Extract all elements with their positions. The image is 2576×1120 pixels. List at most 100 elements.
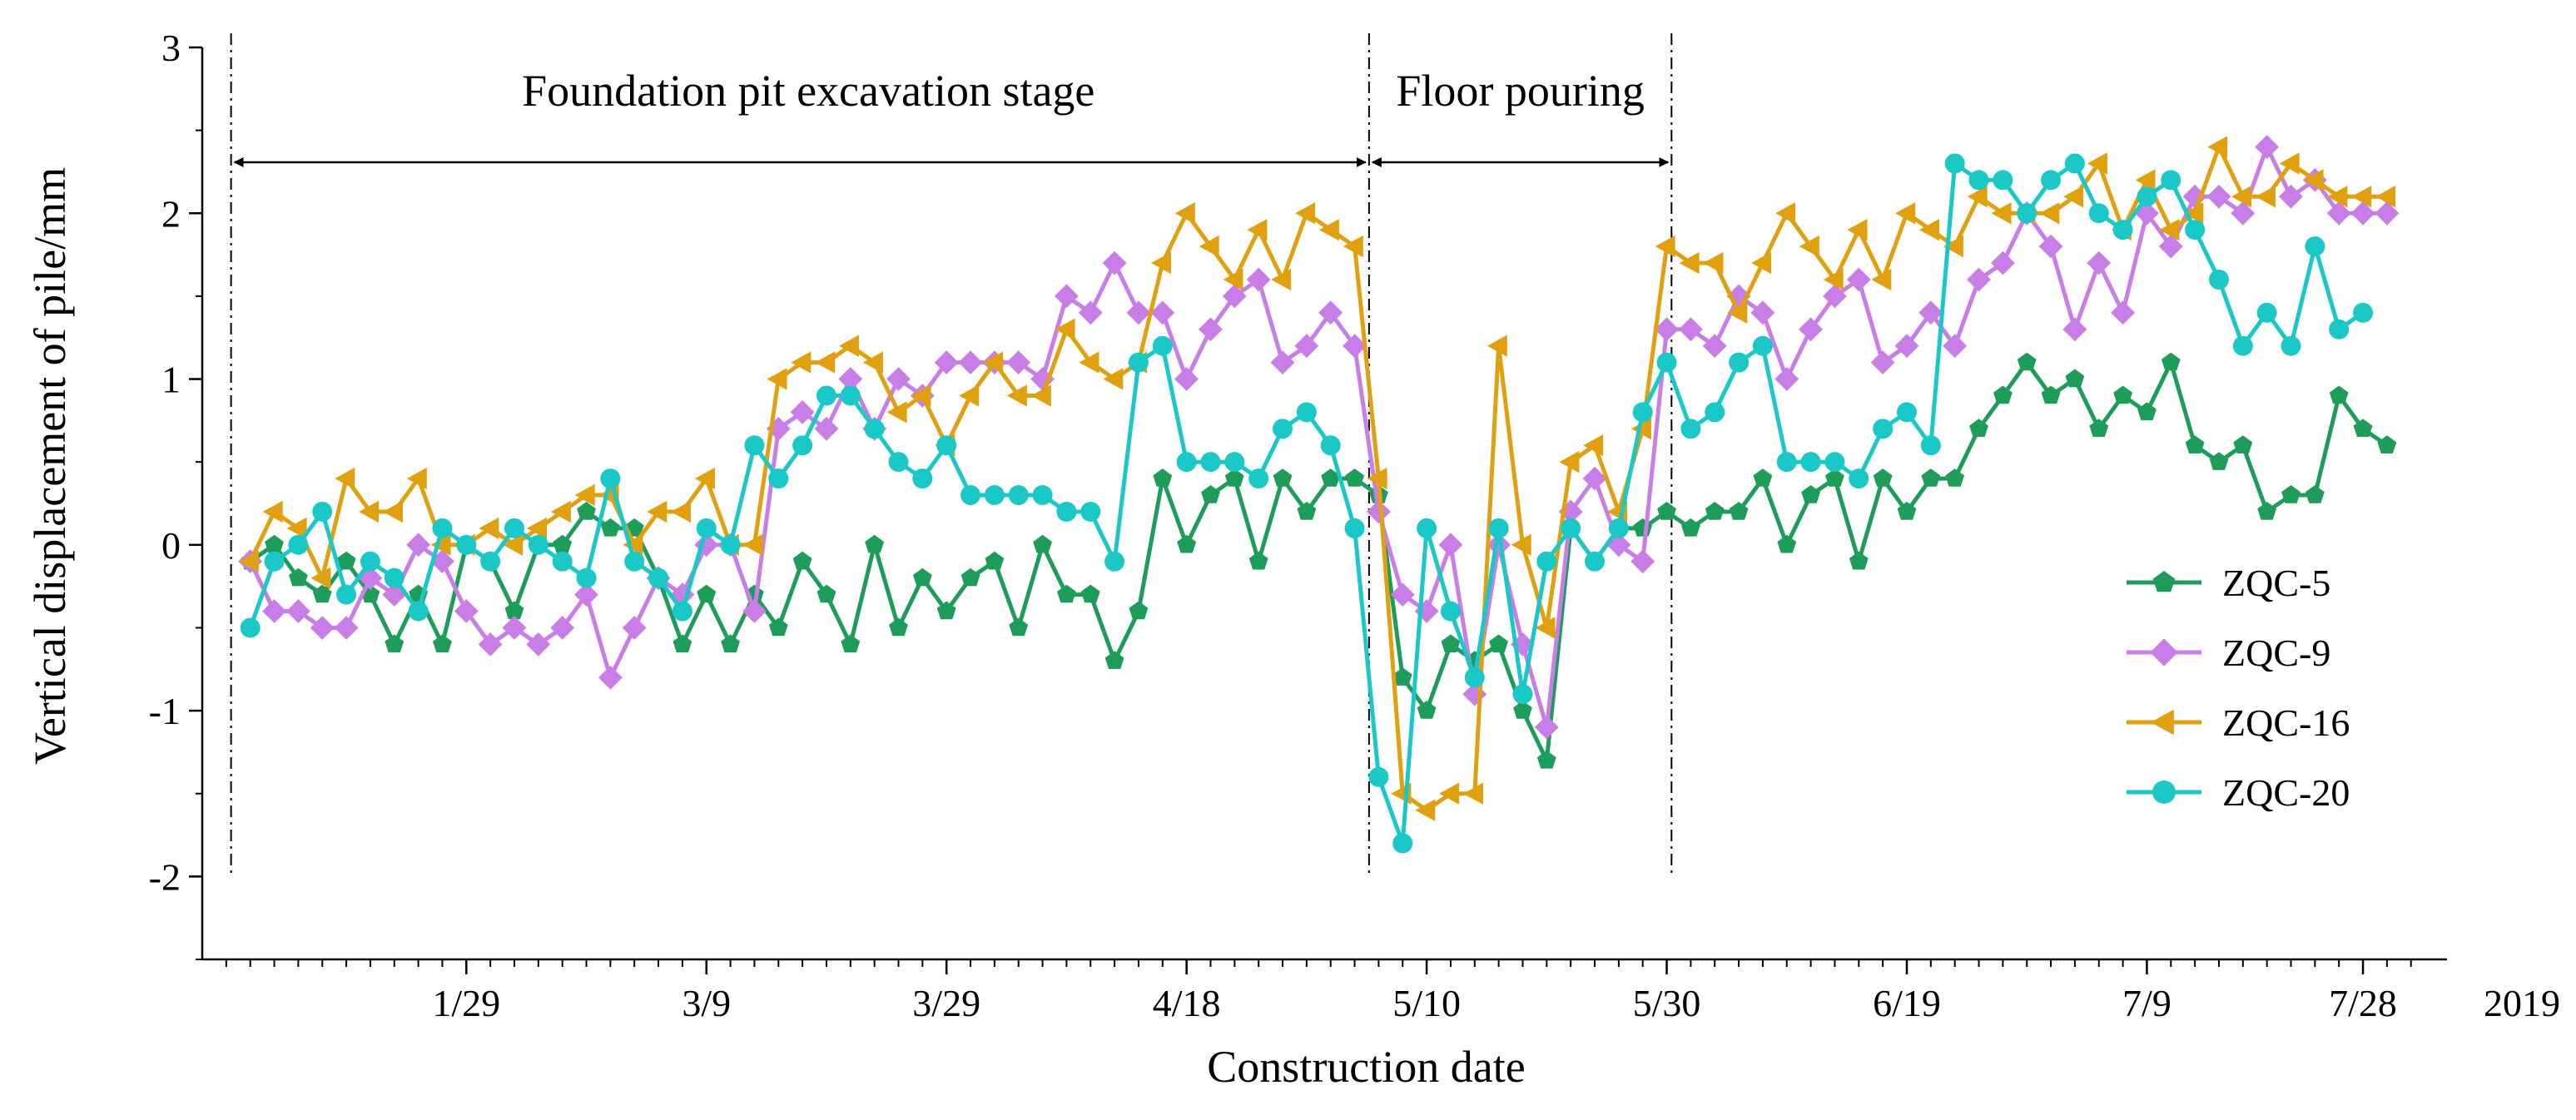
data-point [286, 517, 307, 540]
data-point [1873, 468, 1893, 487]
x-tick-label: 5/10 [1392, 982, 1461, 1024]
data-point [1894, 334, 1919, 359]
x-tick-label: 7/9 [2122, 982, 2171, 1024]
data-point [289, 567, 308, 587]
data-point [1680, 419, 1701, 439]
stage-annotations: Foundation pit excavation stage Floor pou… [233, 66, 1670, 167]
data-point [504, 518, 524, 538]
x-tick-label: 7/28 [2329, 982, 2397, 1024]
data-point [1488, 518, 1509, 538]
data-point [2089, 419, 2109, 437]
data-point [721, 634, 740, 653]
data-point [528, 534, 548, 555]
data-point [1921, 468, 1941, 487]
data-point [1870, 350, 1895, 374]
data-point [1993, 385, 2013, 404]
data-point [1414, 599, 1439, 623]
data-point [2350, 201, 2375, 225]
data-point [1295, 202, 1316, 225]
data-point [574, 582, 598, 607]
data-point [1344, 518, 1365, 538]
data-point [1681, 518, 1700, 537]
series-line [248, 145, 2387, 730]
data-point [2329, 385, 2349, 404]
data-point [526, 632, 551, 657]
data-point [1415, 799, 1436, 821]
data-point [1247, 219, 1268, 241]
data-point [2256, 302, 2277, 323]
data-point [696, 518, 717, 538]
data-point [406, 467, 427, 490]
x-tick-label: 5/30 [1633, 982, 1701, 1024]
data-point [2062, 317, 2087, 342]
data-point [2161, 352, 2181, 371]
data-point [2232, 335, 2253, 356]
data-point [768, 617, 788, 637]
data-point [1656, 352, 1677, 373]
data-point [1535, 617, 1556, 639]
data-point [1030, 384, 1051, 407]
data-point [936, 601, 956, 620]
data-point [1606, 533, 1631, 558]
data-point [959, 384, 980, 407]
data-point [1608, 518, 1629, 538]
data-point [2231, 186, 2251, 208]
data-point [456, 534, 477, 555]
data-point [697, 584, 717, 603]
data-point [1897, 502, 1917, 520]
data-point [550, 616, 575, 640]
data-point [310, 567, 331, 589]
axes: -2 -1 0 1 2 3 1/29 3/9 3/29 4/18 5/10 5/30 6/19 7/9 7/… [25, 27, 2560, 1092]
data-point [1727, 301, 1748, 324]
data-point [1200, 452, 1221, 473]
data-point [1009, 617, 1029, 637]
data-point [550, 500, 571, 523]
data-point [2375, 201, 2400, 225]
data-point [2207, 136, 2228, 158]
data-point [1464, 667, 1485, 688]
data-point [1705, 402, 1725, 423]
x-tick-label: 3/9 [682, 982, 731, 1024]
data-point [1392, 833, 1413, 854]
data-point [2087, 250, 2112, 275]
data-point [1224, 468, 1244, 487]
data-point [1271, 268, 1292, 291]
data-point [503, 533, 524, 556]
data-point [1417, 518, 1437, 538]
data-point [1919, 219, 1939, 241]
data-point [1104, 651, 1124, 669]
data-point [1847, 219, 1868, 241]
data-point [1969, 419, 1988, 437]
data-point [406, 533, 430, 558]
data-point [2305, 485, 2325, 503]
data-point [791, 351, 812, 374]
data-point [2209, 452, 2229, 470]
data-point [1534, 715, 1559, 740]
y-tick-label: -2 [149, 855, 181, 898]
data-point [360, 551, 380, 572]
data-point [1823, 268, 1844, 291]
data-point [936, 435, 957, 456]
data-point [2255, 135, 2280, 159]
x-tick-label: 3/29 [912, 982, 980, 1024]
data-point [984, 485, 1005, 506]
data-point [574, 483, 595, 507]
series-line [248, 145, 2387, 813]
data-point [744, 435, 765, 456]
data-point [1152, 335, 1173, 356]
data-point [1753, 468, 1773, 487]
data-point [624, 551, 645, 572]
data-point [1918, 300, 1943, 325]
data-point [2233, 435, 2253, 453]
data-point [1032, 485, 1053, 506]
data-point [408, 601, 429, 622]
data-point [622, 616, 647, 640]
data-point [2281, 335, 2301, 356]
data-point [790, 400, 815, 424]
data-point [1367, 467, 1387, 490]
data-point [839, 335, 859, 357]
data-point [502, 616, 527, 640]
y-tick-label: 2 [161, 192, 181, 235]
data-point [2281, 485, 2301, 503]
